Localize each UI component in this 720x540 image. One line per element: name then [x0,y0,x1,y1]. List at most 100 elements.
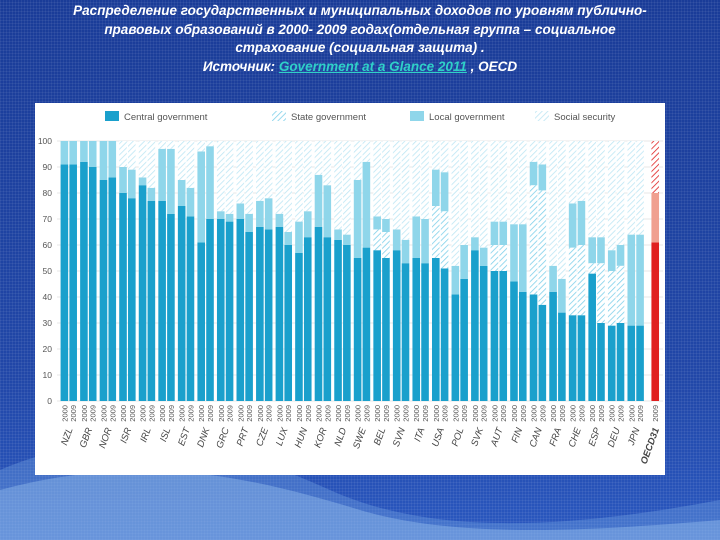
x-year-label: 2000 [530,405,539,422]
x-country-label: GBR [78,426,95,449]
source-link[interactable]: Government at a Glance 2011 [278,58,467,74]
legend-swatch-social [535,111,549,121]
x-year-label: 2000 [608,405,617,422]
bar-svk-2000-social [471,141,479,238]
x-country-label: ISL [158,426,173,443]
title-line-1: Распределение государственных и муниципа… [73,3,647,18]
bar-nor-2000-local [99,141,108,180]
bar-kor-2009-central [323,237,332,401]
bar-lux-2000-local [275,213,284,227]
x-year-label: 2000 [490,405,499,422]
x-year-label: 2000 [393,405,402,422]
bar-est-2009-social [186,141,195,188]
bar-can-2000-central [529,294,538,401]
bar-pol-2009-local [460,245,468,279]
y-tick-label: 50 [43,266,53,276]
bar-jpn-2000-local [627,234,636,326]
x-country-label: SWE [351,426,369,451]
bar-svn-2000-central [392,250,401,401]
bar-est-2009-central [186,216,195,401]
bar-svk-2009-social [479,141,488,248]
bar-irl-2000-local [138,177,147,186]
bar-lux-2000-social [275,141,284,214]
bar-fra-2000-local [549,265,557,292]
bar-usa-2009-central [440,268,449,401]
x-country-label: GRC [214,426,232,450]
bar-kor-2009-social [323,141,332,186]
bar-can-2000-state [529,185,538,295]
bar-usa-2009-local [440,172,449,212]
bar-deu-2009-central [616,323,625,401]
bar-che-2000-social [568,141,577,204]
legend-label-social: Social security [554,112,615,123]
bar-bel-2009-local [382,219,390,232]
bar-pol-2000-central [451,294,460,401]
bar-ita-2000-social [412,141,421,217]
bar-dnk-2000-local [197,151,206,243]
bar-kor-2009-local [323,185,332,238]
bar-aut-2009-central [499,271,508,401]
bar-aut-2009-state [499,245,508,271]
bar-bel-2000-central [373,250,381,401]
x-year-label: 2000 [412,405,421,422]
bar-can-2009-state [538,190,547,305]
bar-can-2000-social [529,141,538,162]
bar-fra-2000-social [549,141,557,266]
bar-che-2009-local [577,200,586,245]
x-country-label: DNK [195,426,212,449]
bar-isr-2009-local [128,169,136,199]
y-tick-label: 10 [43,370,53,380]
bar-fra-2000-central [549,291,557,401]
bar-svn-2009-social [401,141,410,240]
bar-che-2009-central [577,315,586,401]
x-year-label: 2009 [186,405,195,422]
x-year-label: 2000 [549,405,558,422]
bar-usa-2000-central [431,258,440,401]
x-year-label: 2009 [597,405,606,422]
bar-ita-2000-central [412,258,421,401]
bar-kor-2000-social [314,141,323,175]
bar-pol-2000-social [451,141,460,266]
bar-isl-2009-social [167,141,175,149]
x-year-label: 2009 [304,405,313,422]
bar-can-2009-social [538,141,547,165]
bar-aut-2009-local [499,221,508,245]
bar-usa-2009-social [440,141,449,173]
bar-irl-2009-local [147,187,156,201]
x-country-label: POL [450,426,467,448]
y-tick-label: 90 [43,162,53,172]
x-country-label: SVN [391,426,408,448]
slide-title: Распределение государственных и муниципа… [0,2,720,76]
bar-gbr-2009-local [88,141,97,167]
bar-jpn-2000-social [627,141,636,235]
bar-isl-2009-local [167,148,175,214]
bar-dnk-2000-social [197,141,206,152]
bar-ita-2009-social [421,141,429,219]
x-year-label: 2000 [451,405,460,422]
bar-grc-2009-social [225,141,234,214]
x-country-label: IRL [138,426,153,444]
bar-prt-2000-central [236,219,245,401]
x-year-label: 2009 [108,405,117,422]
bar-isr-2000-central [119,193,127,401]
x-year-label: 2000 [510,405,519,422]
bar-pol-2000-local [451,265,460,295]
bar-che-2009-state [577,245,586,316]
bar-esp-2000-local [588,237,596,264]
x-year-label: 2009 [421,405,430,422]
bar-nld-2000-social [334,141,342,230]
bar-fra-2009-social [558,141,566,279]
bar-grc-2000-social [216,141,225,212]
chart-card: Central government State government Local … [35,103,665,475]
bar-che-2009-social [577,141,586,201]
bar-gbr-2000-local [80,141,88,162]
x-country-label: CZE [254,426,271,448]
bar-gbr-2000-central [80,161,88,401]
x-year-label: 2000 [275,405,284,422]
bar-est-2009-local [186,187,195,217]
legend-swatch-central [105,111,119,121]
bar-bel-2009-state [382,232,390,258]
bar-oecd31-2009-central [651,242,660,401]
bar-bel-2000-state [373,229,381,251]
x-year-label: 2009 [245,405,254,422]
